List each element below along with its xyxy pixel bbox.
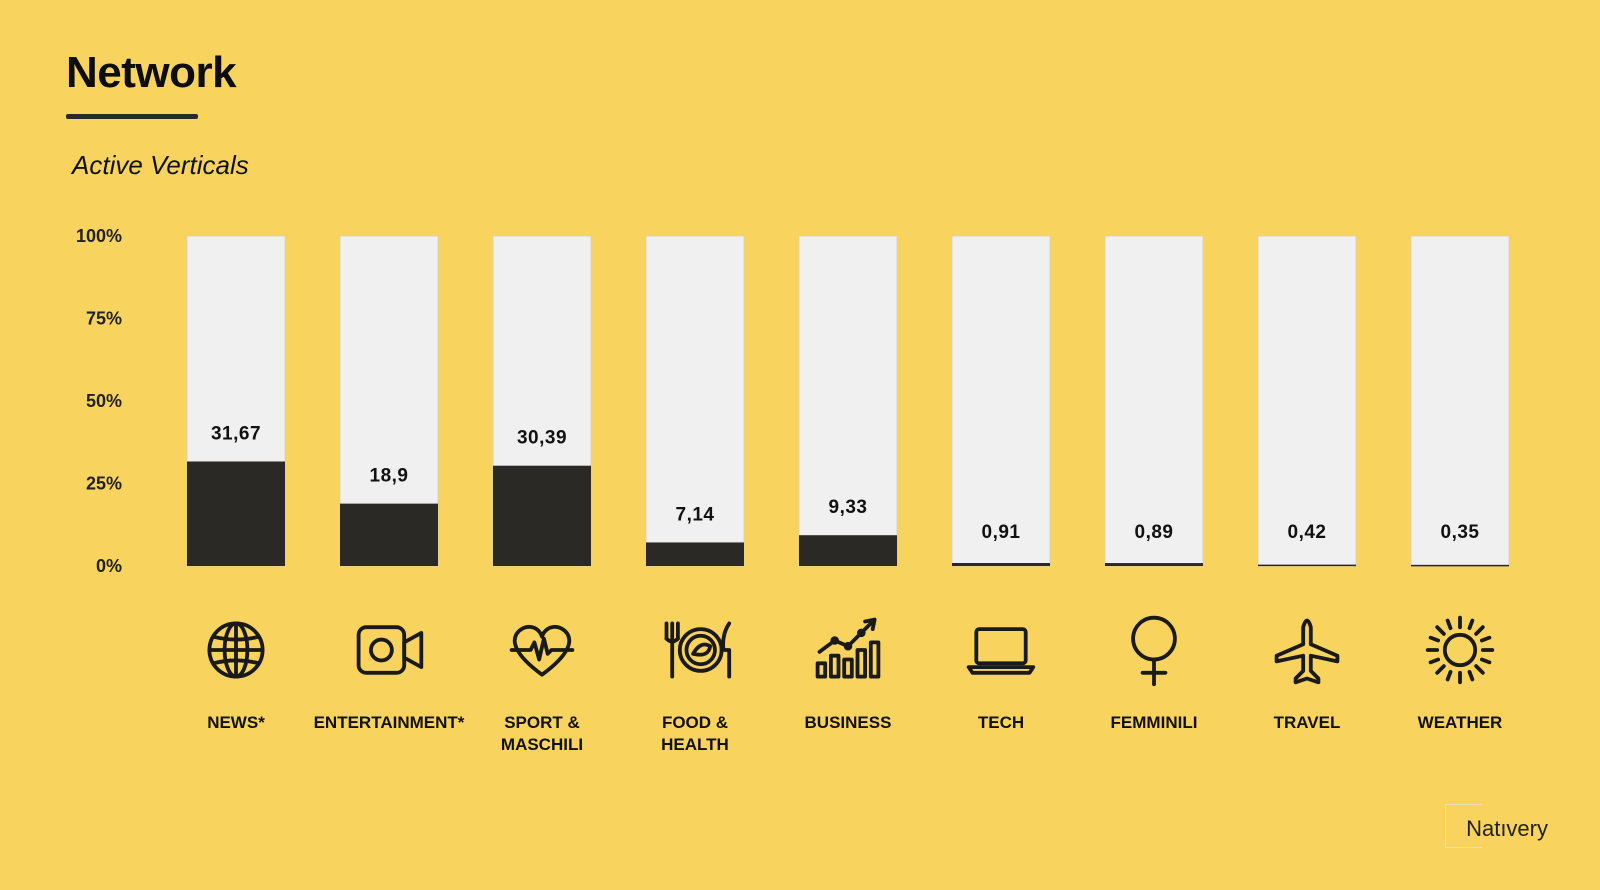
category-label: TECH <box>977 713 1025 732</box>
brand-logo: Natıvery <box>1466 816 1548 841</box>
fork-plate-knife-icon <box>657 612 733 693</box>
bar-group: 7,14 <box>645 235 745 567</box>
bar-fill <box>340 503 438 566</box>
bar-group: 31,67 <box>186 235 286 567</box>
bar-value-label: 31,67 <box>211 423 261 444</box>
bar-value-label: 0,89 <box>1135 522 1174 543</box>
y-tick-label: 0% <box>96 556 122 576</box>
bar-group: 9,33 <box>798 235 898 567</box>
bar-value-label: 30,39 <box>517 428 567 449</box>
bar-group: 30,39 <box>492 235 592 567</box>
female-symbol-icon <box>1116 612 1192 693</box>
category-label: FEMMINILI <box>1110 713 1198 732</box>
bar-value-label: 0,91 <box>982 522 1021 543</box>
growth-chart-icon <box>810 612 886 693</box>
page-subtitle: Active Verticals <box>72 150 249 180</box>
category-label: BUSINESS <box>804 713 892 732</box>
bar-track <box>645 235 745 567</box>
bar-value-label: 18,9 <box>370 466 409 487</box>
bar-value-label: 9,33 <box>829 497 868 518</box>
y-tick-label: 50% <box>86 391 122 411</box>
bar-fill <box>1411 564 1509 567</box>
bar-value-label: 7,14 <box>676 504 715 525</box>
bar-value-label: 0,42 <box>1288 522 1327 543</box>
sun-icon <box>1422 612 1498 693</box>
bar-group: 0,89 <box>1104 235 1204 567</box>
bar-fill <box>187 461 285 566</box>
bar-track <box>1257 235 1357 567</box>
page-title: Network <box>66 48 237 97</box>
bar-fill <box>646 542 744 566</box>
video-camera-icon <box>351 612 427 693</box>
bars: 31,67 18,9 30,39 7,14 9,33 0,91 0,89 0,42 0,35 <box>186 235 1510 567</box>
y-axis: 100% 75% 50% 25% 0% <box>76 226 122 576</box>
category-label: NEWS* <box>207 713 265 732</box>
bar-track <box>1104 235 1204 567</box>
bar-fill <box>493 465 591 566</box>
category-label: ENTERTAINMENT* <box>313 713 465 732</box>
airplane-icon <box>1269 612 1345 693</box>
bar-track <box>798 235 898 567</box>
bar-fill <box>1258 564 1356 567</box>
heart-pulse-icon <box>504 612 580 693</box>
bar-fill <box>1105 563 1203 566</box>
category-label: WEATHER <box>1417 713 1503 732</box>
bar-group: 0,42 <box>1257 235 1357 567</box>
bar-group: 0,91 <box>951 235 1051 567</box>
bar-fill <box>799 535 897 566</box>
bar-group: 18,9 <box>339 235 439 567</box>
bar-fill <box>952 562 1050 566</box>
category-label: TRAVEL <box>1273 713 1341 732</box>
bar-track <box>1410 235 1510 567</box>
category-label: SPORT & MASCHILI <box>500 713 584 754</box>
y-tick-label: 75% <box>86 309 122 329</box>
laptop-icon <box>963 612 1039 693</box>
y-tick-label: 100% <box>76 226 122 246</box>
bar-track <box>951 235 1051 567</box>
globe-icon <box>198 612 274 693</box>
bar-group: 0,35 <box>1410 235 1510 567</box>
y-tick-label: 25% <box>86 474 122 494</box>
title-underline <box>66 114 198 119</box>
logo-frame <box>1445 804 1482 848</box>
category-label: FOOD & HEALTH <box>661 713 729 754</box>
bar-value-label: 0,35 <box>1441 522 1480 543</box>
